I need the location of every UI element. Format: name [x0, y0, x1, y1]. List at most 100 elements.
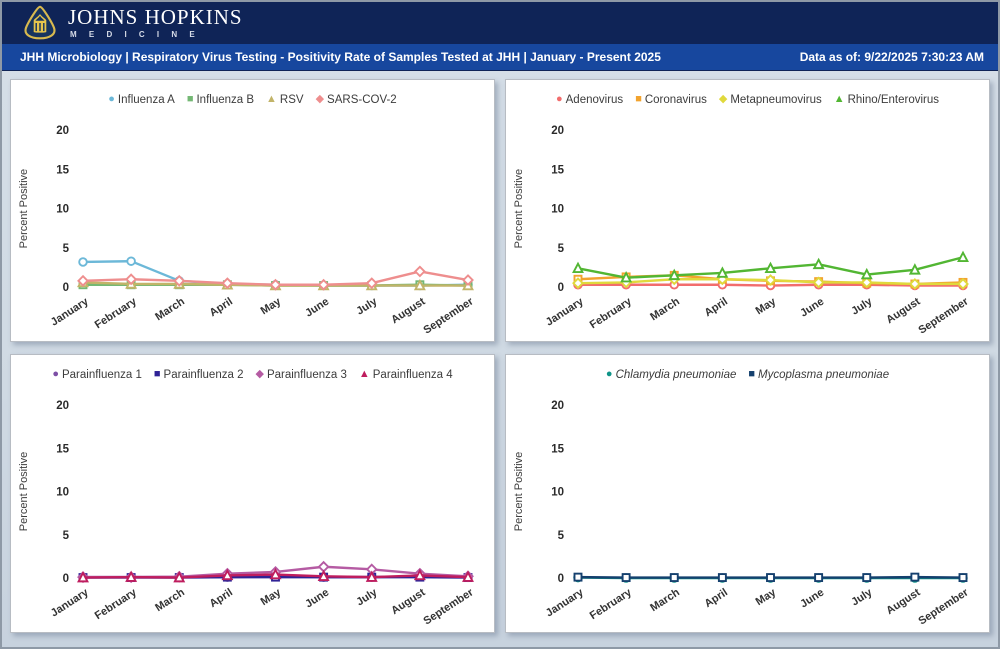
data-point-marker [716, 266, 729, 278]
x-axis-tick-june: June [798, 587, 826, 611]
data-point-marker [125, 570, 138, 583]
x-axis-tick-september: September [916, 295, 971, 336]
data-point-marker [669, 573, 679, 583]
circle-marker-icon: ● [108, 93, 115, 105]
x-axis-tick-june: June [798, 296, 826, 320]
x-axis-tick-june: June [303, 296, 331, 320]
data-point-marker [910, 572, 920, 582]
diamond-marker-icon: ◆ [255, 368, 264, 381]
x-axis-tick-february: February [93, 295, 140, 331]
data-point-marker [620, 271, 633, 283]
hopkins-shield-icon [24, 5, 56, 40]
x-axis-tick-april: April [702, 296, 730, 320]
legend-label: Parainfluenza 3 [266, 368, 347, 381]
data-point-marker [77, 274, 89, 287]
legend-item-influenza-a[interactable]: ● Influenza A [108, 94, 175, 106]
data-point-marker [766, 573, 775, 583]
chart-panel-influenza-rsv-sars: ● Influenza A ■ Influenza B ▲ RSV ◆ SARS-COV-2 … [10, 79, 495, 343]
johns-hopkins-logo: JOHNS HOPKINS M E D I C I N E [22, 5, 243, 41]
x-axis-tick-march: March [648, 295, 682, 323]
legend-item-rsv[interactable]: ▲ RSV [266, 94, 304, 106]
triangle-marker-icon: ▲ [266, 93, 277, 105]
data-point-marker [413, 278, 426, 291]
data-as-of-timestamp: Data as of: 9/22/2025 7:30:23 AM [799, 50, 984, 64]
data-point-marker [862, 573, 872, 583]
square-marker-icon: ■ [748, 368, 756, 381]
x-axis-tick-march: March [153, 295, 187, 323]
legend-item-coronavirus[interactable]: ■ Coronavirus [635, 94, 707, 106]
chart-panel-atypical-pneumonia: ● Chlamydia pneumoniae ■ Mycoplasma pneumon… [505, 354, 990, 634]
line-chart-parainfluenza: 0 5 10 15 20 Percent Positive January February M… [18, 400, 476, 627]
legend-item-parainfluenza-3[interactable]: ◆ Parainfluenza 3 [255, 369, 346, 381]
legend-item-parainfluenza-4[interactable]: ▲ Parainfluenza 4 [359, 369, 453, 381]
y-axis-tick: 10 [551, 487, 564, 499]
line-chart-adeno-corona-meta-rhino: 0 5 10 15 20 Percent Positive January February M… [513, 125, 971, 336]
y-axis-tick: 15 [551, 164, 564, 176]
legend-item-sars-cov-2[interactable]: ◆ SARS-COV-2 [316, 94, 397, 106]
data-point-marker [814, 573, 824, 583]
data-point-marker [717, 573, 727, 583]
y-axis-tick: 15 [56, 443, 69, 455]
chart-legend: ● Chlamydia pneumoniae ■ Mycoplasma pneumon… [506, 355, 989, 385]
y-axis-tick: 5 [558, 530, 565, 542]
triangle-marker-icon: ▲ [358, 368, 370, 381]
legend-label: Adenovirus [565, 93, 624, 106]
data-point-marker [957, 250, 969, 263]
data-point-marker [621, 573, 631, 583]
y-axis-tick: 20 [56, 125, 69, 137]
diamond-marker-icon: ◆ [718, 93, 728, 105]
legend-label: Parainfluenza 2 [163, 368, 244, 381]
data-point-marker [958, 573, 968, 583]
y-axis-label: Percent Positive [18, 452, 30, 531]
data-point-marker [126, 256, 136, 266]
x-axis-tick-july: July [849, 586, 875, 609]
x-axis-tick-august: August [389, 295, 428, 326]
data-point-marker [462, 570, 474, 583]
y-axis-label: Percent Positive [513, 452, 525, 531]
x-axis-tick-february: February [93, 586, 140, 622]
data-point-marker [78, 257, 88, 267]
data-point-marker [860, 267, 873, 280]
data-point-marker [668, 268, 681, 281]
x-axis-tick-march: March [153, 587, 187, 615]
legend-item-adenovirus[interactable]: ● Adenovirus [556, 94, 623, 106]
line-chart-influenza-rsv-sars: 0 5 10 15 20 Percent Positive January February M… [18, 125, 476, 336]
page-title: JHH Microbiology | Respiratory Virus Tes… [20, 50, 661, 64]
legend-item-influenza-b[interactable]: ■ Influenza B [187, 94, 254, 106]
y-axis-tick: 5 [63, 243, 70, 255]
brand-name: JOHNS HOPKINS [68, 5, 243, 29]
legend-label: Rhino/Enterovirus [847, 93, 940, 106]
chart-legend: ● Adenovirus ■ Coronavirus ◆ Metapneumovirus ▲… [506, 80, 989, 110]
y-axis-tick: 15 [56, 164, 69, 176]
legend-item-mycoplasma-pneumoniae[interactable]: ■ Mycoplasma pneumoniae [748, 369, 889, 381]
x-axis-tick-january: January [49, 586, 92, 620]
circle-marker-icon: ● [605, 368, 613, 381]
x-axis-tick-august: August [389, 586, 428, 617]
data-point-marker [908, 263, 921, 275]
legend-item-parainfluenza-2[interactable]: ■ Parainfluenza 2 [154, 369, 244, 381]
legend-item-chlamydia-pneumoniae[interactable]: ● Chlamydia pneumoniae [606, 369, 736, 381]
data-point-marker [77, 571, 89, 583]
circle-marker-icon: ● [52, 368, 59, 381]
legend-label: Influenza B [196, 93, 255, 106]
y-axis-label: Percent Positive [18, 169, 30, 248]
x-axis-tick-august: August [884, 586, 923, 617]
y-axis-tick: 15 [551, 443, 564, 455]
x-axis-tick-may: May [754, 586, 779, 608]
x-axis-tick-march: March [648, 587, 682, 615]
data-point-marker [173, 274, 186, 287]
legend-item-metapneumovirus[interactable]: ◆ Metapneumovirus [719, 94, 822, 106]
chart-panel-adeno-corona-meta-rhino: ● Adenovirus ■ Coronavirus ◆ Metapneumovirus ▲… [505, 79, 990, 343]
chart-panel-parainfluenza: ● Parainfluenza 1 ■ Parainfluenza 2 ◆ Parainf… [10, 354, 495, 634]
data-point-marker [221, 568, 234, 581]
legend-item-parainfluenza-1[interactable]: ● Parainfluenza 1 [52, 369, 142, 381]
legend-label: Metapneumovirus [730, 93, 822, 106]
data-point-marker [764, 261, 777, 274]
charts-grid: ● Influenza A ■ Influenza B ▲ RSV ◆ SARS-COV-2 … [2, 71, 998, 647]
data-point-marker [365, 277, 378, 290]
x-axis-tick-january: January [544, 295, 587, 329]
data-point-marker [812, 257, 825, 270]
y-axis-tick: 5 [63, 530, 70, 542]
data-point-marker [860, 276, 873, 289]
legend-item-rhino-enterovirus[interactable]: ▲ Rhino/Enterovirus [834, 94, 939, 106]
